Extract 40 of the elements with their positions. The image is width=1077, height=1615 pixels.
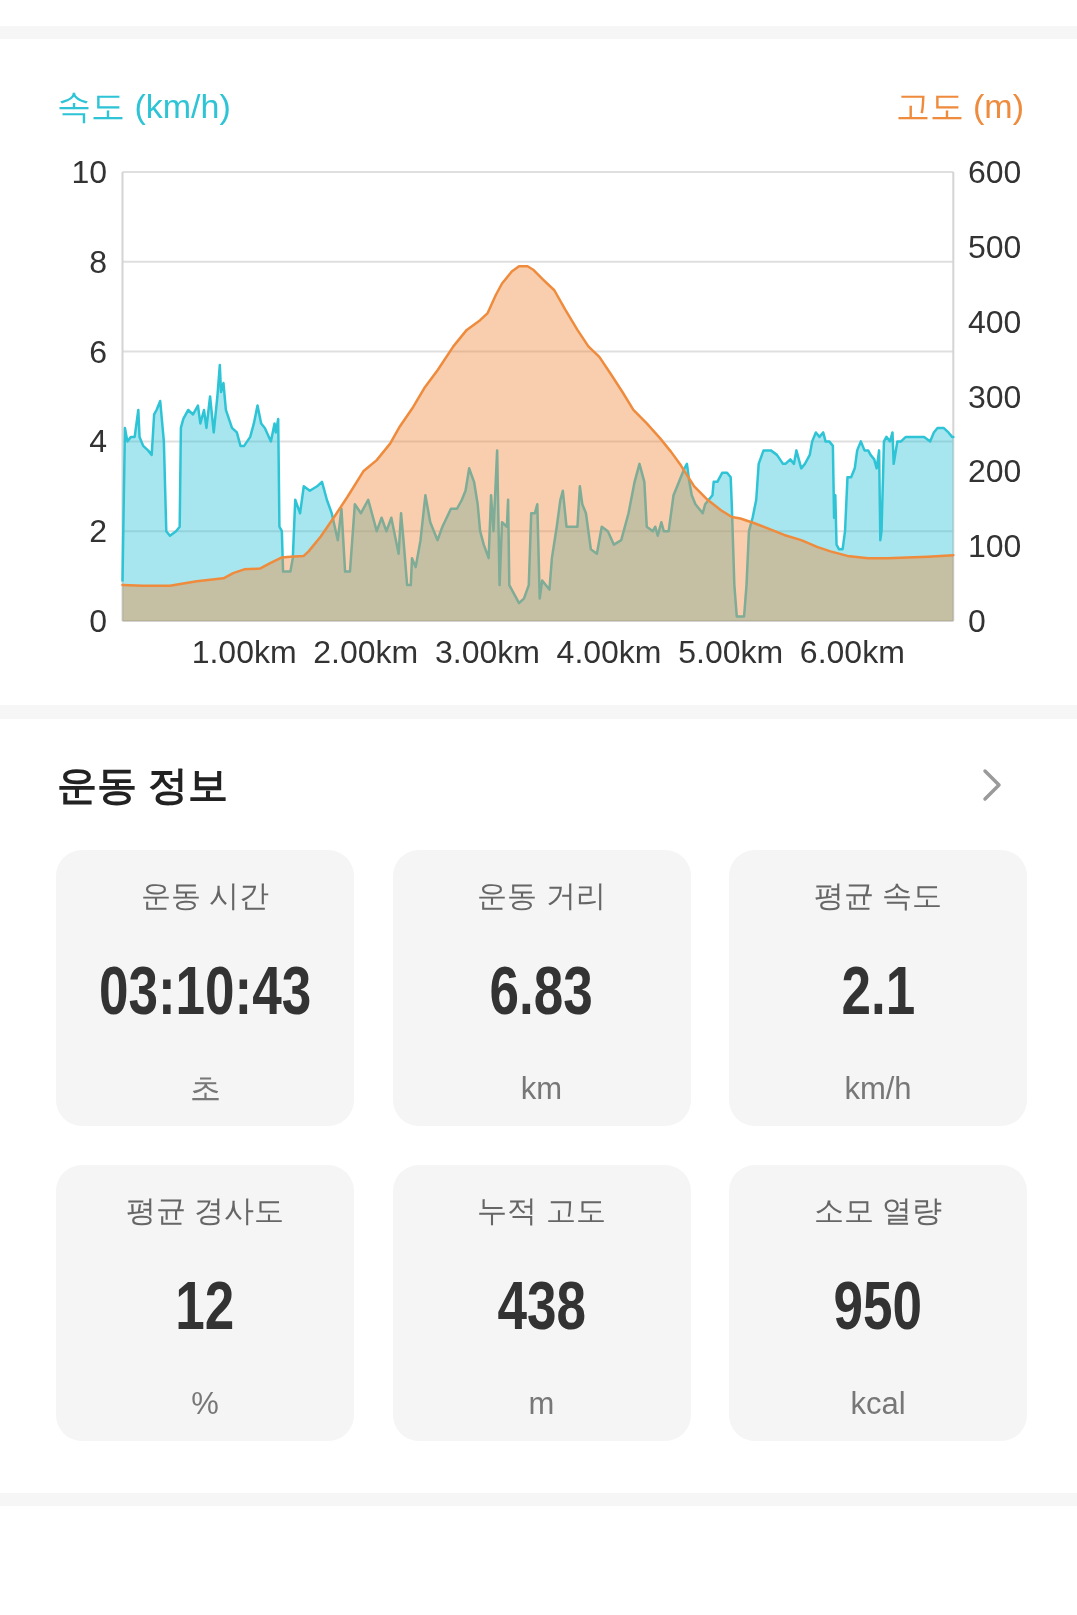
y-tick-label: 8 bbox=[89, 243, 107, 280]
text: 03:10:43 bbox=[98, 952, 312, 1028]
y-axis-title: 속도 (km/h) bbox=[57, 87, 231, 125]
x-tick-label: 3.00km bbox=[434, 634, 540, 670]
y2-tick-label: 0 bbox=[968, 603, 986, 639]
category-label: 운동 시간 bbox=[139, 878, 271, 914]
category-label: 평균 경사도 bbox=[124, 1193, 286, 1229]
text: % bbox=[190, 1385, 220, 1423]
category-label: 누적 고도 bbox=[476, 1193, 607, 1229]
text: m bbox=[527, 1385, 556, 1423]
text: 운동 정보 bbox=[57, 762, 229, 809]
x-tick-label: 6.00km bbox=[799, 634, 905, 670]
category-label: 평균 속도 bbox=[812, 878, 944, 914]
y2-tick-label: 500 bbox=[968, 228, 1022, 265]
y-tick-label: 10 bbox=[71, 154, 107, 190]
y-tick-label: 0 bbox=[89, 603, 107, 639]
category-label: 운동 거리 bbox=[476, 878, 607, 914]
text: kcal bbox=[849, 1385, 907, 1423]
y2-axis-title: 고도 (m) bbox=[895, 87, 1024, 125]
text: 950 bbox=[833, 1267, 923, 1343]
text: km/h bbox=[843, 1070, 913, 1108]
y-tick-label: 2 bbox=[89, 513, 107, 550]
y-tick-label: 4 bbox=[89, 423, 107, 460]
text: km bbox=[519, 1070, 564, 1108]
y2-tick-label: 300 bbox=[968, 378, 1022, 415]
text: 438 bbox=[497, 1267, 586, 1343]
text: 2.1 bbox=[841, 952, 915, 1028]
text: 초 bbox=[188, 1070, 222, 1108]
text: 12 bbox=[175, 1267, 235, 1343]
category-label: 소모 열량 bbox=[812, 1193, 944, 1229]
y2-tick-label: 100 bbox=[968, 528, 1022, 565]
y2-tick-label: 400 bbox=[968, 303, 1022, 340]
y2-tick-label: 600 bbox=[968, 154, 1022, 190]
y-tick-label: 6 bbox=[89, 333, 107, 370]
x-tick-label: 4.00km bbox=[556, 634, 662, 670]
y2-tick-label: 200 bbox=[968, 453, 1022, 490]
x-tick-label: 5.00km bbox=[678, 634, 784, 670]
x-tick-label: 2.00km bbox=[313, 634, 419, 670]
x-tick-label: 1.00km bbox=[191, 634, 297, 670]
text: 6.83 bbox=[489, 952, 594, 1028]
